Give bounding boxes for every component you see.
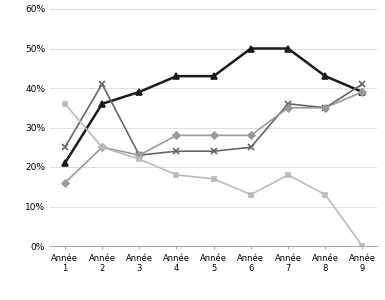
Line: Série1: Série1 xyxy=(62,45,366,166)
Line: Série4: Série4 xyxy=(62,101,365,248)
Série2 xyxy=(137,153,142,157)
Série4 xyxy=(323,193,328,196)
Série1 xyxy=(137,90,142,94)
Série3 xyxy=(174,134,179,137)
Série2 xyxy=(360,82,365,86)
Série1 xyxy=(211,74,216,78)
Série3 xyxy=(249,134,253,137)
Série2 xyxy=(174,149,179,153)
Série4 xyxy=(100,146,104,149)
Série4 xyxy=(63,102,67,106)
Série4 xyxy=(174,173,179,177)
Série4 xyxy=(249,193,253,196)
Série3 xyxy=(286,106,290,110)
Série3 xyxy=(100,146,104,149)
Série1 xyxy=(249,47,253,50)
Line: Série2: Série2 xyxy=(62,81,366,159)
Série2 xyxy=(249,146,253,149)
Série3 xyxy=(211,134,216,137)
Série2 xyxy=(63,146,67,149)
Série2 xyxy=(100,82,104,86)
Série1 xyxy=(286,47,290,50)
Série4 xyxy=(137,157,142,161)
Série1 xyxy=(174,74,179,78)
Série2 xyxy=(286,102,290,106)
Série1 xyxy=(360,90,365,94)
Série4 xyxy=(211,177,216,181)
Série2 xyxy=(323,106,328,110)
Série4 xyxy=(286,173,290,177)
Série1 xyxy=(63,161,67,165)
Line: Série3: Série3 xyxy=(62,89,365,185)
Série3 xyxy=(323,106,328,110)
Série4 xyxy=(360,244,365,248)
Série3 xyxy=(360,90,365,94)
Série2 xyxy=(211,149,216,153)
Série1 xyxy=(323,74,328,78)
Série1 xyxy=(100,102,104,106)
Série3 xyxy=(137,153,142,157)
Série3 xyxy=(63,181,67,184)
